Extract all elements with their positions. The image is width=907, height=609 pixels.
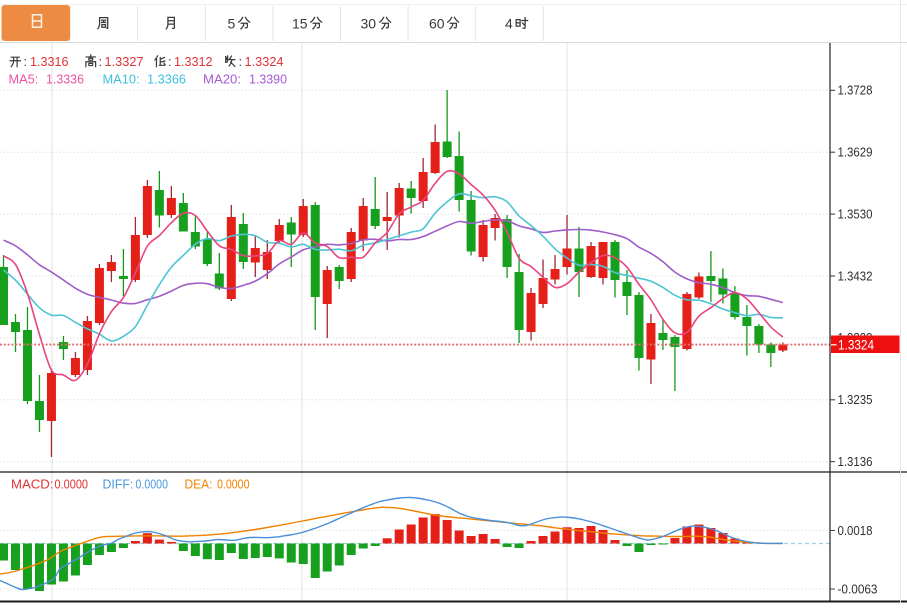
svg-text:DIFF:: DIFF: [103,477,134,492]
svg-text:1.3366: 1.3366 [147,72,186,87]
svg-text:4: 4 [505,16,513,32]
svg-text:0.0000: 0.0000 [136,477,169,492]
svg-text:0.0000: 0.0000 [55,477,89,492]
svg-text:MA5:: MA5: [9,72,39,87]
svg-text:MA20:: MA20: [203,72,241,87]
svg-text::: : [239,54,243,69]
svg-text:DEA:: DEA: [185,477,213,492]
svg-text:1.3324: 1.3324 [245,54,284,69]
svg-text:1.3316: 1.3316 [30,54,69,69]
svg-text::: : [24,54,28,69]
svg-text:15: 15 [292,16,308,32]
svg-text:1.3235: 1.3235 [838,393,873,407]
svg-text:0.0018: 0.0018 [838,524,873,538]
svg-text:1.3312: 1.3312 [174,54,213,69]
svg-text:1.3324: 1.3324 [838,338,874,353]
svg-text:-0.0063: -0.0063 [838,582,878,596]
svg-text:1.3136: 1.3136 [838,455,873,469]
svg-text:1.3629: 1.3629 [838,146,873,160]
svg-text:60: 60 [429,16,445,32]
svg-text:1.3530: 1.3530 [838,207,873,221]
svg-text:30: 30 [361,16,377,32]
svg-text:1.3432: 1.3432 [838,269,873,283]
svg-text:1.3390: 1.3390 [249,72,287,87]
svg-text:1.3728: 1.3728 [838,84,873,98]
svg-text::: : [99,54,103,69]
svg-text:1.3336: 1.3336 [46,72,84,87]
svg-text:5: 5 [228,16,236,32]
svg-text:MACD:: MACD: [11,477,53,492]
svg-text::: : [168,54,172,69]
svg-text:MA10:: MA10: [103,72,140,87]
svg-text:1.3327: 1.3327 [105,54,144,69]
svg-text:0.0000: 0.0000 [217,477,250,492]
